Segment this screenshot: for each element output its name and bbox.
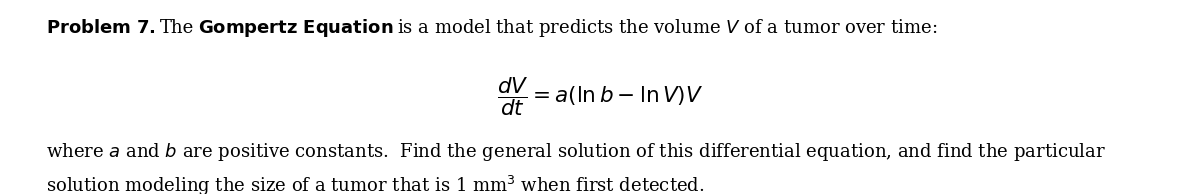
- Text: $\mathbf{Gompertz\ Equation}$: $\mathbf{Gompertz\ Equation}$: [198, 17, 394, 39]
- Text: where $a$ and $b$ are positive constants.  Find the general solution of this dif: where $a$ and $b$ are positive constants…: [46, 141, 1105, 163]
- Text: The: The: [160, 19, 193, 37]
- Text: $\dfrac{dV}{dt} = a(\ln b - \ln V)V$: $\dfrac{dV}{dt} = a(\ln b - \ln V)V$: [497, 76, 703, 118]
- Text: $\mathbf{Problem\ 7.}$: $\mathbf{Problem\ 7.}$: [46, 19, 156, 37]
- Text: is a model that predicts the volume $V$ of a tumor over time:: is a model that predicts the volume $V$ …: [397, 17, 937, 39]
- Text: solution modeling the size of a tumor that is 1 mm$^3$ when first detected.: solution modeling the size of a tumor th…: [46, 174, 704, 194]
